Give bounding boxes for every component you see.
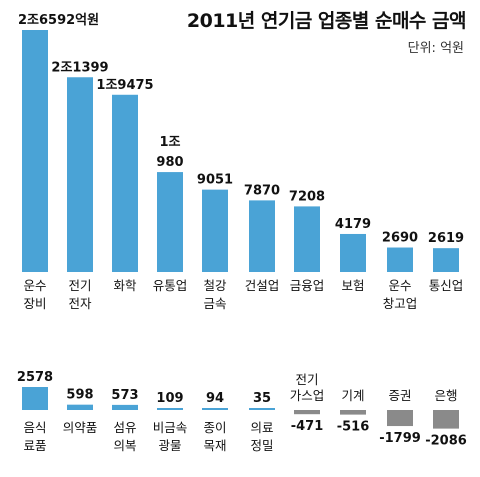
category-label-13: 섬유 (113, 420, 136, 435)
bar-20 (433, 410, 459, 429)
bar-19 (387, 410, 413, 427)
bar-2 (67, 77, 93, 273)
value-label-1: 2조6592억원 (18, 13, 99, 28)
value-label-2: 2조1399 (51, 60, 108, 75)
bar-1 (22, 30, 48, 272)
value-label-3: 1조9475 (96, 78, 153, 93)
bar-6 (249, 200, 275, 272)
category-label-20: 은행 (434, 388, 457, 403)
value-label-15: 94 (206, 391, 224, 406)
category-label-17: 전기 (295, 372, 318, 387)
value-label-18: -516 (337, 420, 370, 435)
bar-11 (22, 387, 48, 410)
category-label-5: 금속 (203, 296, 226, 311)
category-label-1: 장비 (23, 296, 46, 311)
bar-3 (112, 94, 138, 272)
value-label-9: 2690 (382, 231, 418, 246)
category-label-8: 보험 (341, 278, 364, 293)
bar-17 (294, 410, 320, 415)
bar-9 (387, 247, 413, 272)
chart-unit: 단위: 억원 (407, 41, 464, 56)
value-label-17: -471 (291, 419, 324, 434)
value-label-10: 2619 (428, 231, 464, 246)
category-label-15: 종이 (203, 420, 226, 435)
value-label-16: 35 (253, 391, 271, 406)
bar-18 (340, 410, 366, 415)
category-label-7: 금융업 (290, 278, 325, 293)
bar-16 (249, 408, 275, 410)
value-label-7: 7208 (289, 189, 325, 204)
category-label-16: 의료 (250, 420, 273, 435)
category-label-11: 료품 (23, 438, 46, 453)
value-label-6: 7870 (244, 183, 280, 198)
value-label-8: 4179 (335, 217, 371, 232)
bar-15 (202, 408, 228, 410)
category-label-17: 가스업 (290, 388, 325, 403)
category-label-12: 의약품 (63, 420, 98, 435)
category-label-4: 유통업 (153, 278, 188, 293)
category-label-14: 비금속 (153, 420, 188, 435)
category-label-5: 철강 (203, 278, 227, 293)
category-label-2: 전기 (68, 278, 91, 293)
bar-12 (67, 404, 93, 410)
value-label-20: -2086 (425, 434, 467, 449)
category-label-18: 기계 (341, 388, 364, 403)
value-label-19: -1799 (379, 431, 421, 446)
value-label-14: 109 (156, 391, 183, 406)
category-label-2: 전자 (68, 296, 92, 311)
category-label-13: 의복 (113, 438, 136, 453)
value-label-13: 573 (111, 388, 138, 403)
category-label-1: 운수 (23, 278, 46, 293)
chart-title: 2011년 연기금 업종별 순매수 금액 (186, 10, 467, 32)
value-label-4: 1조 (159, 135, 180, 150)
bar-13 (112, 404, 138, 410)
category-label-9: 운수 (388, 278, 411, 293)
category-label-10: 통신업 (429, 278, 464, 293)
category-label-11: 음식 (23, 420, 46, 435)
bar-4 (157, 172, 183, 272)
category-label-15: 목재 (203, 438, 226, 453)
bar-14 (157, 408, 183, 410)
category-label-14: 광물 (158, 438, 181, 453)
category-label-3: 화학 (113, 278, 137, 293)
category-label-6: 건설업 (245, 278, 280, 293)
bar-10 (433, 248, 459, 272)
value-label-5: 9051 (197, 173, 233, 188)
value-label-11: 2578 (17, 370, 53, 385)
bar-5 (202, 189, 228, 272)
value-label-4: 980 (156, 155, 183, 170)
bar-8 (340, 233, 366, 272)
category-label-9: 창고업 (383, 296, 418, 311)
category-label-16: 정밀 (250, 438, 273, 453)
value-label-12: 598 (66, 388, 93, 403)
category-label-19: 증권 (388, 388, 411, 403)
bar-7 (294, 206, 320, 272)
